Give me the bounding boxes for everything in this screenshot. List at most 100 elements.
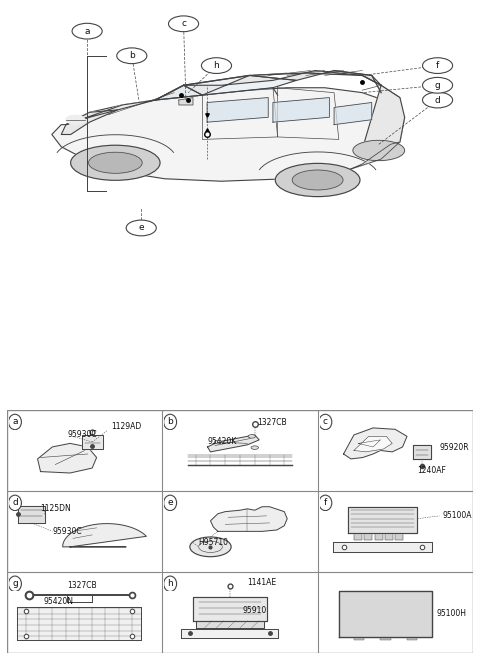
- Polygon shape: [18, 506, 45, 523]
- Polygon shape: [66, 85, 203, 125]
- Polygon shape: [354, 436, 392, 452]
- Circle shape: [72, 24, 102, 39]
- Polygon shape: [348, 506, 417, 533]
- Text: 95100H: 95100H: [436, 609, 467, 618]
- Text: h: h: [214, 61, 219, 70]
- Circle shape: [319, 495, 332, 510]
- FancyBboxPatch shape: [349, 598, 382, 609]
- Ellipse shape: [66, 115, 85, 124]
- Polygon shape: [344, 428, 407, 459]
- Circle shape: [422, 58, 453, 73]
- FancyBboxPatch shape: [385, 621, 417, 631]
- Polygon shape: [334, 142, 400, 176]
- Text: 95420N: 95420N: [44, 597, 73, 606]
- FancyBboxPatch shape: [342, 593, 429, 635]
- Text: g: g: [12, 579, 18, 588]
- Circle shape: [9, 414, 22, 430]
- Text: c: c: [181, 19, 186, 28]
- Text: 1129AD: 1129AD: [111, 422, 142, 431]
- Circle shape: [319, 414, 332, 430]
- Text: g: g: [435, 81, 441, 90]
- Text: a: a: [84, 27, 90, 35]
- FancyBboxPatch shape: [349, 609, 382, 620]
- Polygon shape: [181, 629, 278, 638]
- Text: h: h: [168, 579, 173, 588]
- Polygon shape: [211, 506, 287, 531]
- Polygon shape: [82, 435, 103, 449]
- Text: 95910: 95910: [243, 606, 267, 615]
- Polygon shape: [63, 523, 146, 547]
- Circle shape: [422, 92, 453, 108]
- Bar: [354, 636, 364, 640]
- Text: d: d: [12, 499, 18, 507]
- Text: f: f: [324, 499, 327, 507]
- FancyBboxPatch shape: [349, 621, 382, 631]
- Polygon shape: [52, 88, 405, 181]
- Text: 95100A: 95100A: [443, 512, 472, 520]
- Circle shape: [9, 576, 22, 592]
- Bar: [385, 533, 393, 540]
- Ellipse shape: [292, 170, 343, 190]
- Polygon shape: [413, 445, 431, 459]
- Circle shape: [248, 435, 255, 438]
- Text: 1327CB: 1327CB: [258, 418, 288, 427]
- Polygon shape: [362, 85, 405, 159]
- FancyBboxPatch shape: [385, 609, 417, 620]
- Circle shape: [202, 58, 231, 73]
- Circle shape: [126, 220, 156, 236]
- Bar: [395, 533, 403, 540]
- Circle shape: [190, 537, 231, 557]
- Text: 95930C: 95930C: [67, 430, 97, 439]
- Circle shape: [9, 495, 22, 510]
- Polygon shape: [37, 443, 96, 473]
- Circle shape: [422, 77, 453, 93]
- Bar: [374, 533, 383, 540]
- Polygon shape: [183, 70, 381, 95]
- Text: e: e: [168, 499, 173, 507]
- Circle shape: [168, 16, 199, 31]
- FancyBboxPatch shape: [385, 621, 417, 631]
- Text: H95710: H95710: [199, 538, 228, 547]
- Polygon shape: [273, 98, 329, 122]
- Polygon shape: [17, 607, 141, 640]
- Polygon shape: [156, 75, 297, 100]
- Text: 95930C: 95930C: [52, 527, 82, 536]
- Circle shape: [214, 440, 222, 443]
- Polygon shape: [179, 98, 193, 105]
- Bar: [381, 636, 391, 640]
- Polygon shape: [207, 98, 268, 122]
- Circle shape: [164, 576, 177, 592]
- Polygon shape: [193, 597, 266, 621]
- FancyBboxPatch shape: [385, 598, 417, 609]
- Text: e: e: [138, 224, 144, 232]
- Text: 1141AE: 1141AE: [247, 578, 276, 587]
- Text: f: f: [436, 61, 439, 70]
- Polygon shape: [207, 435, 259, 452]
- Circle shape: [251, 446, 258, 449]
- Polygon shape: [196, 621, 264, 628]
- Ellipse shape: [353, 140, 405, 161]
- Circle shape: [117, 48, 147, 64]
- Text: c: c: [323, 417, 328, 426]
- Text: b: b: [129, 51, 135, 60]
- Polygon shape: [61, 110, 118, 134]
- Polygon shape: [334, 102, 372, 125]
- Polygon shape: [333, 542, 432, 552]
- Circle shape: [164, 495, 177, 510]
- Text: 1327CB: 1327CB: [67, 581, 97, 590]
- Polygon shape: [339, 591, 432, 637]
- Text: 95920R: 95920R: [440, 443, 469, 452]
- Bar: [407, 636, 417, 640]
- Ellipse shape: [275, 163, 360, 197]
- Ellipse shape: [88, 152, 142, 173]
- Text: a: a: [12, 417, 18, 426]
- Text: 1125DN: 1125DN: [40, 504, 72, 514]
- Text: d: d: [435, 96, 441, 104]
- Text: 1240AF: 1240AF: [417, 466, 446, 475]
- Circle shape: [164, 414, 177, 430]
- Bar: [354, 533, 362, 540]
- Text: 95420K: 95420K: [207, 437, 237, 446]
- Bar: [364, 533, 372, 540]
- Text: b: b: [168, 417, 173, 426]
- Ellipse shape: [71, 145, 160, 180]
